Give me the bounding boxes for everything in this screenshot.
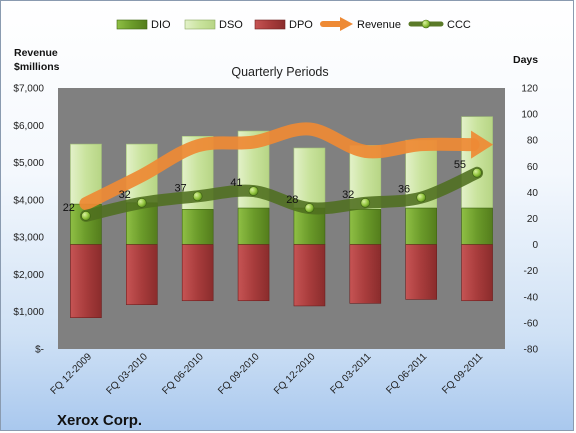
- ccc-data-label: 37: [174, 182, 186, 194]
- left-axis-title-line2: $millions: [14, 61, 60, 73]
- dpo-bar: [293, 244, 326, 307]
- ccc-point: [136, 197, 147, 208]
- dso-bar: [293, 147, 326, 209]
- dio-bar: [405, 207, 437, 245]
- left-tick-label: $3,000: [13, 233, 44, 244]
- dpo-bar: [126, 244, 158, 305]
- ccc-point: [360, 197, 371, 208]
- right-tick-label: 120: [521, 84, 538, 95]
- left-tick-label: $2,000: [13, 270, 44, 281]
- legend-ccc-dot: [421, 19, 431, 29]
- right-tick-label: -40: [524, 292, 539, 303]
- right-tick-label: 40: [527, 188, 539, 199]
- ccc-data-label: 32: [119, 189, 131, 201]
- left-tick-label: $-: [35, 345, 44, 356]
- revenue-arrowhead: [471, 130, 494, 159]
- right-axis-title: Days: [513, 54, 538, 66]
- dio-bar: [461, 207, 493, 245]
- dso-bar: [461, 116, 493, 209]
- ccc-point: [416, 192, 427, 203]
- ccc-data-label: 32: [342, 189, 354, 201]
- x-tick-label: FQ 09-2010: [216, 351, 262, 397]
- ccc-data-label: 28: [286, 194, 298, 206]
- x-tick-label: FQ 09-2011: [440, 351, 485, 396]
- x-tick-label: FQ 06-2011: [384, 351, 429, 396]
- right-axis: -80 -60 -40 -20 0 20 40 60 80 100 120: [521, 84, 538, 356]
- x-tick-label: FQ 12-2010: [272, 351, 318, 397]
- dpo-bar: [237, 244, 270, 302]
- chart-title: Quarterly Periods: [231, 65, 328, 79]
- legend-dpo-swatch: [254, 19, 286, 30]
- x-axis: FQ 12-2009 FQ 03-2010 FQ 06-2010 FQ 09-2010…: [49, 351, 486, 397]
- left-tick-label: $6,000: [13, 121, 44, 132]
- x-tick-label: FQ 06-2010: [160, 351, 206, 397]
- right-tick-label: 20: [527, 214, 539, 225]
- x-tick-label: FQ 03-2010: [104, 351, 150, 397]
- revenue-series: [79, 122, 494, 211]
- right-tick-label: 60: [527, 162, 539, 173]
- legend-ccc-label: CCC: [447, 19, 471, 31]
- right-tick-label: 80: [527, 136, 539, 147]
- legend-dso-swatch: [184, 19, 216, 30]
- ccc-data-label: 22: [63, 202, 75, 214]
- revenue-line: [79, 122, 480, 211]
- x-tick-label: FQ 12-2009: [49, 351, 95, 397]
- left-tick-label: $4,000: [13, 195, 44, 206]
- legend-dso-label: DSO: [219, 19, 243, 31]
- dio-bar: [181, 209, 214, 245]
- ccc-point: [248, 186, 259, 196]
- dpo-bar: [70, 244, 102, 318]
- ccc-point: [472, 167, 482, 178]
- ccc-data-label: 41: [230, 177, 242, 189]
- dpo-bar: [181, 244, 214, 302]
- left-axis: $- $1,000 $2,000 $3,000 $4,000 $5,000 $6,000 $7…: [13, 84, 44, 356]
- ccc-data-label: 55: [454, 159, 466, 171]
- dpo-bar: [349, 244, 382, 304]
- legend-dio-label: DIO: [151, 19, 171, 31]
- left-tick-label: $1,000: [13, 307, 44, 318]
- left-tick-label: $7,000: [13, 84, 44, 95]
- ccc-point: [192, 191, 203, 202]
- legend-revenue-label: Revenue: [357, 19, 401, 31]
- dio-bar: [237, 207, 270, 245]
- ccc-series: 22 32 37 41 28 32 36 55: [63, 159, 484, 222]
- legend-revenue-arrow-head: [340, 17, 353, 31]
- legend: DIO DSO DPO Revenue CCC: [116, 17, 471, 31]
- right-tick-label: 100: [521, 110, 538, 121]
- dpo-bar: [461, 244, 493, 302]
- legend-dpo-label: DPO: [289, 19, 313, 31]
- company-name: Xerox Corp.: [57, 412, 142, 429]
- right-tick-label: -20: [524, 266, 539, 277]
- dpo-bar: [405, 244, 437, 300]
- left-tick-label: $5,000: [13, 158, 44, 169]
- x-tick-label: FQ 03-2011: [328, 351, 373, 396]
- right-tick-label: -60: [524, 318, 539, 329]
- ccc-data-label: 36: [398, 184, 410, 196]
- legend-dio-swatch: [116, 19, 148, 30]
- ccc-point: [81, 211, 91, 221]
- left-axis-title-line1: Revenue: [14, 47, 58, 59]
- right-tick-label: 0: [532, 240, 538, 251]
- dio-bar: [349, 209, 382, 245]
- ccc-point: [304, 203, 315, 213]
- right-tick-label: -80: [524, 345, 539, 356]
